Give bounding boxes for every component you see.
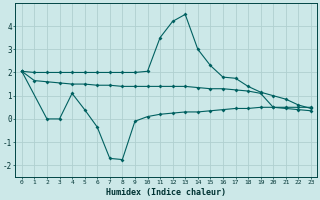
X-axis label: Humidex (Indice chaleur): Humidex (Indice chaleur) [106,188,226,197]
